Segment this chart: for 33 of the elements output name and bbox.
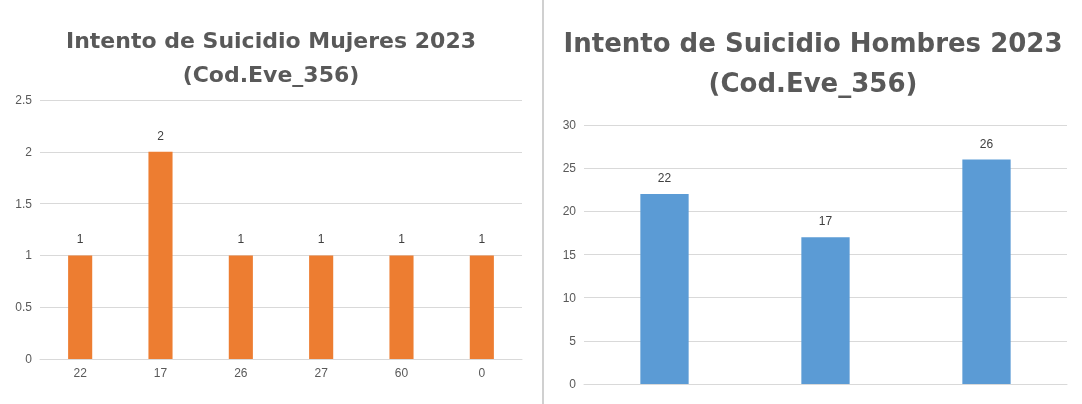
data-label: 1 — [76, 232, 84, 247]
y-tick-label: 1.5 — [15, 196, 33, 211]
bar — [962, 159, 1011, 384]
chart-title: Intento de Suicidio Hombres 2023 (Cod.Eve_356) — [563, 28, 1063, 99]
x-tick-label: 22 — [73, 366, 88, 380]
data-label: 1 — [478, 232, 486, 247]
y-tick-label: 0.5 — [15, 300, 33, 315]
y-tick-label: 2 — [25, 144, 33, 159]
data-label: 1 — [237, 232, 245, 247]
y-tick-label: 0 — [25, 352, 33, 366]
data-label: 17 — [818, 214, 833, 229]
y-tick-label: 15 — [562, 247, 577, 262]
bar — [640, 194, 689, 384]
y-tick-label: 5 — [569, 333, 577, 348]
bar — [801, 237, 850, 384]
x-tick-label: 27 — [314, 366, 329, 380]
y-tick-label: 1 — [25, 248, 33, 263]
x-tick-label: 26 — [234, 366, 248, 380]
x-tick-label: 0 — [478, 366, 486, 380]
y-tick-label: 20 — [562, 204, 577, 219]
data-label: 26 — [979, 136, 994, 151]
data-label: 22 — [657, 171, 672, 186]
x-tick-label: 17 — [153, 366, 168, 380]
y-tick-label: 2.5 — [15, 93, 33, 107]
data-label: 2 — [157, 128, 165, 143]
y-tick-label: 25 — [562, 161, 577, 176]
data-label: 1 — [398, 232, 406, 247]
x-tick-label: 60 — [394, 366, 409, 380]
chart-title: Intento de Suicidio Mujeres 2023 (Cod.Eve_356) — [65, 27, 477, 87]
y-tick-label: 10 — [562, 290, 577, 305]
y-tick-label: 30 — [562, 118, 577, 132]
data-label: 1 — [317, 232, 325, 247]
y-tick-label: 0 — [569, 377, 577, 391]
